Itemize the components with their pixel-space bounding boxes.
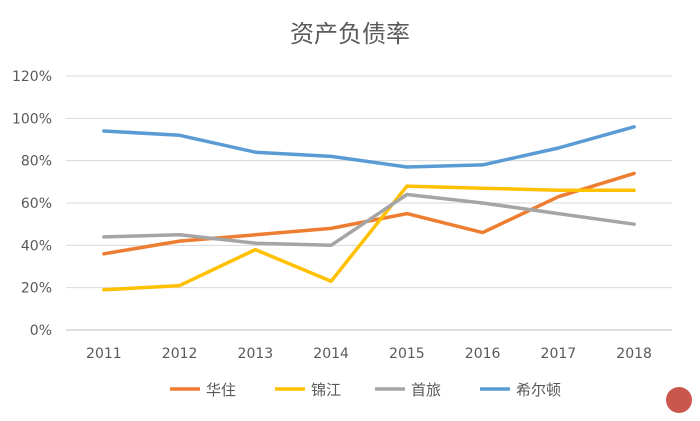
x-tick-label: 2014 <box>313 346 349 362</box>
x-tick-label: 2011 <box>86 346 122 362</box>
y-tick-label: 20% <box>21 281 52 297</box>
y-tick-label: 0% <box>30 323 52 339</box>
y-tick-label: 60% <box>21 196 52 212</box>
x-tick-label: 2015 <box>389 346 425 362</box>
x-tick-label: 2013 <box>238 346 274 362</box>
chart-title: 资产负债率 <box>290 20 410 48</box>
y-axis-tick-labels: 0% 20% 40% 60% 80% 100% 120% <box>12 69 52 339</box>
y-tick-label: 80% <box>21 154 52 170</box>
legend-label: 首旅 <box>411 381 441 399</box>
x-tick-label: 2017 <box>541 346 577 362</box>
legend-label: 锦江 <box>311 381 341 399</box>
x-tick-label: 2016 <box>465 346 501 362</box>
series-line-3 <box>102 125 636 169</box>
legend: 华住 锦江 首旅 希尔顿 <box>170 381 561 399</box>
series-line-1 <box>102 184 636 292</box>
y-tick-label: 100% <box>12 111 52 127</box>
x-tick-label: 2018 <box>616 346 652 362</box>
legend-label: 华住 <box>206 381 236 399</box>
series-lines <box>102 125 636 292</box>
series-line-2 <box>102 192 636 248</box>
x-axis-tick-labels: 2011 2012 2013 2014 2015 2016 2017 2018 <box>86 346 652 362</box>
y-tick-label: 120% <box>12 69 52 85</box>
gridlines <box>66 75 672 331</box>
x-tick-label: 2012 <box>162 346 198 362</box>
y-tick-label: 40% <box>21 238 52 254</box>
watermark-seal <box>666 387 692 413</box>
legend-label: 希尔顿 <box>516 381 561 399</box>
